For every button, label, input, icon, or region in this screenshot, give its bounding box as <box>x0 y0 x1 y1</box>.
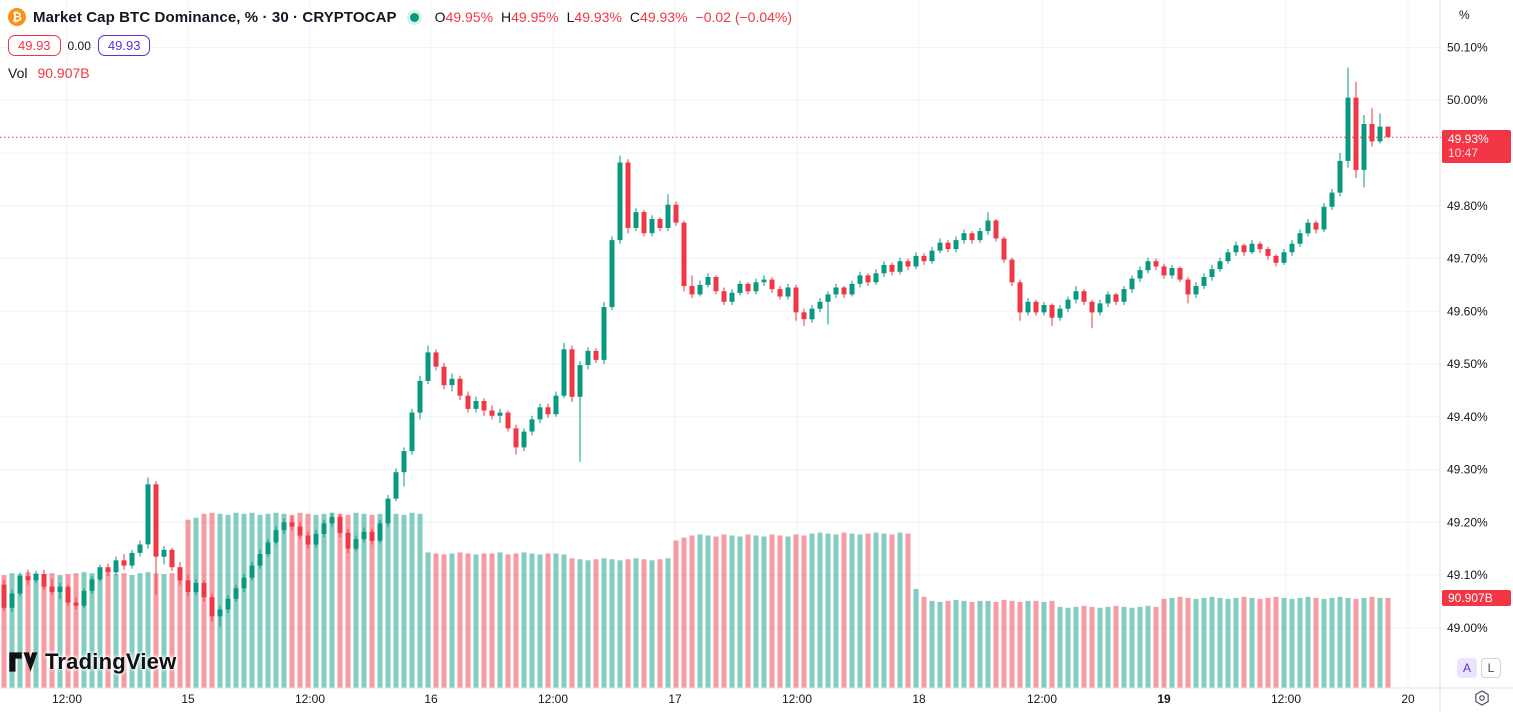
tradingview-logo[interactable]: TradingView <box>8 649 176 675</box>
ask-price-chip[interactable]: 49.93 <box>97 35 151 56</box>
settings-gear-icon[interactable] <box>1473 689 1491 707</box>
spread-value: 0.00 <box>67 38 91 53</box>
svg-text:50.00%: 50.00% <box>1447 93 1488 107</box>
volume-value: 90.907B <box>37 65 90 81</box>
volume-label: Vol <box>8 65 28 81</box>
ohlc-open: O49.95% <box>434 9 494 25</box>
svg-text:12:00: 12:00 <box>782 692 812 706</box>
change-value: −0.02 (−0.04%) <box>695 9 793 25</box>
svg-text:19: 19 <box>1157 692 1171 706</box>
last-price-value: 49.93% <box>1448 132 1489 146</box>
tradingview-mark-icon <box>9 652 38 672</box>
svg-text:12:00: 12:00 <box>1271 692 1301 706</box>
ohlc-close: C49.93% <box>629 9 688 25</box>
volume-bars <box>1 512 1391 689</box>
svg-text:50.10%: 50.10% <box>1447 41 1488 55</box>
price-axis[interactable] <box>1440 0 1513 688</box>
auto-scale-button[interactable]: A <box>1457 658 1477 678</box>
svg-text:15: 15 <box>181 692 195 706</box>
candles <box>1 67 1391 627</box>
price-axis-unit: % <box>1459 8 1470 22</box>
grid-lines <box>0 0 1440 688</box>
market-status-dot[interactable] <box>409 12 419 22</box>
last-price-badge: 49.93% 10:47 <box>1442 130 1511 163</box>
svg-text:49.80%: 49.80% <box>1447 199 1488 213</box>
svg-text:12:00: 12:00 <box>538 692 568 706</box>
time-axis[interactable] <box>0 688 1440 712</box>
ohlc-values: O49.95% H49.95% L49.93% C49.93% −0.02 (−… <box>435 9 792 25</box>
volume-axis-badge: 90.907B <box>1442 590 1511 606</box>
svg-text:49.20%: 49.20% <box>1447 515 1488 529</box>
svg-text:12:00: 12:00 <box>1027 692 1057 706</box>
svg-text:16: 16 <box>424 692 438 706</box>
chart-legend: ₿ Market Cap BTC Dominance, % · 30 · CRY… <box>8 6 792 81</box>
svg-text:17: 17 <box>668 692 682 706</box>
svg-text:18: 18 <box>912 692 926 706</box>
svg-text:12:00: 12:00 <box>295 692 325 706</box>
tradingview-wordmark: TradingView <box>45 649 177 674</box>
svg-text:49.00%: 49.00% <box>1447 621 1488 635</box>
svg-text:49.10%: 49.10% <box>1447 568 1488 582</box>
bid-price-chip[interactable]: 49.93 <box>8 35 61 56</box>
svg-text:49.50%: 49.50% <box>1447 357 1488 371</box>
bitcoin-icon: ₿ <box>8 8 26 26</box>
ohlc-high: H49.95% <box>501 9 559 25</box>
scale-controls: A L <box>1457 658 1501 678</box>
svg-text:49.70%: 49.70% <box>1447 252 1488 266</box>
svg-text:49.30%: 49.30% <box>1447 463 1488 477</box>
svg-text:49.60%: 49.60% <box>1447 304 1488 318</box>
svg-text:49.40%: 49.40% <box>1447 410 1488 424</box>
svg-text:20: 20 <box>1401 692 1415 706</box>
log-scale-button[interactable]: L <box>1481 658 1501 678</box>
svg-text:12:00: 12:00 <box>52 692 82 706</box>
symbol-title[interactable]: Market Cap BTC Dominance, % · 30 · CRYPT… <box>33 8 397 26</box>
bar-countdown: 10:47 <box>1448 146 1479 160</box>
ohlc-low: L49.93% <box>566 9 622 25</box>
axis-labels: 50.10% 50.00% 49.80% 49.70% 49.60% 49.50% 49.4… <box>52 41 1488 707</box>
